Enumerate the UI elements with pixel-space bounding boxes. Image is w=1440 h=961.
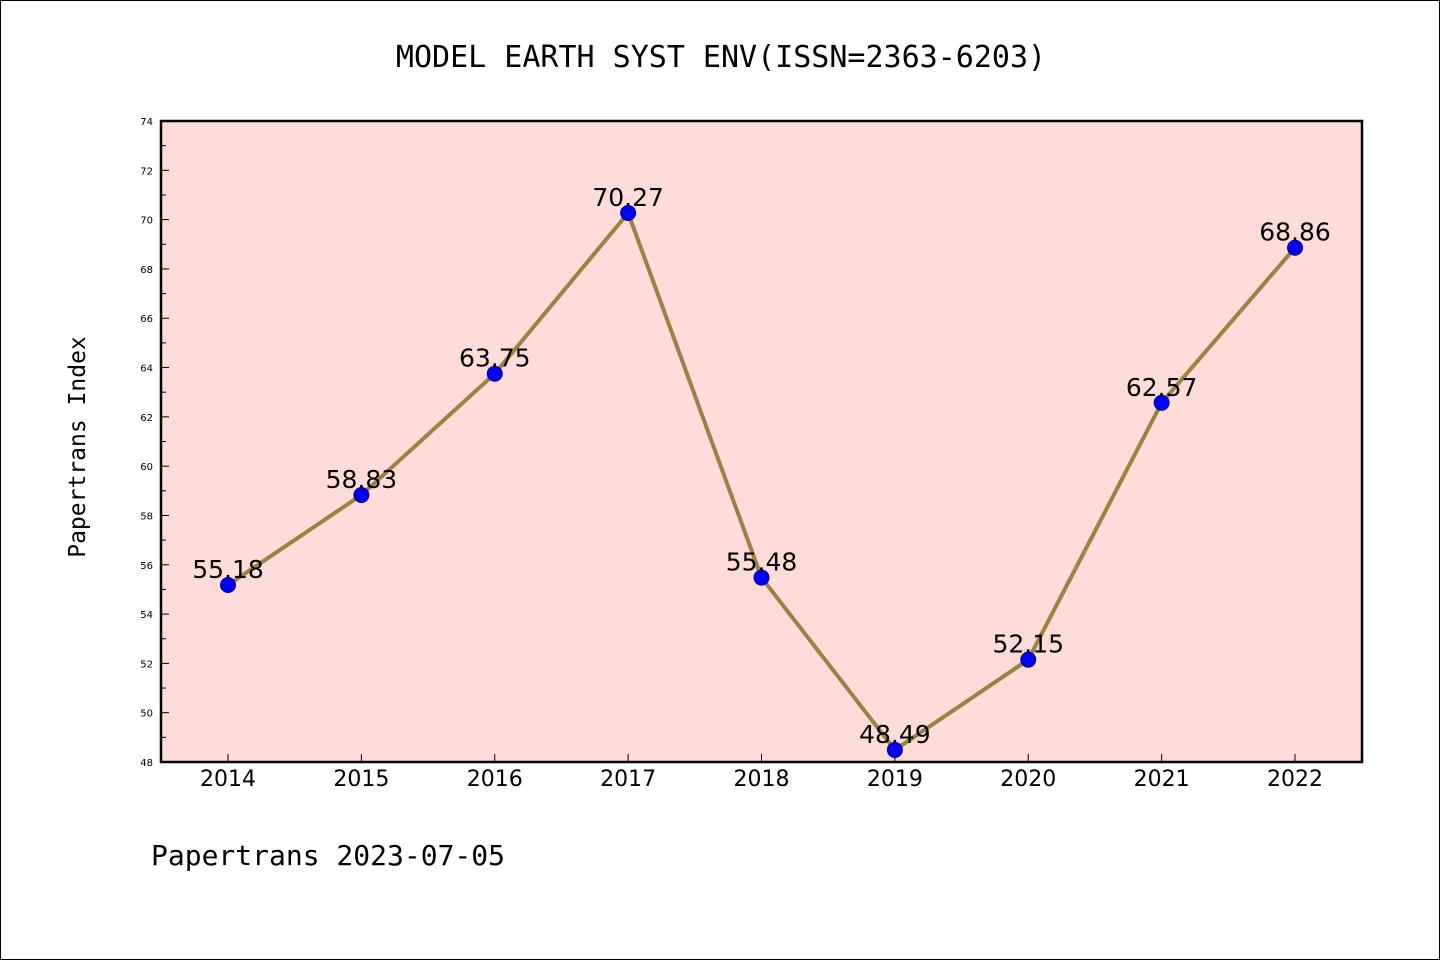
data-label: 63.75 <box>459 344 531 373</box>
x-tick-label: 2017 <box>600 767 656 792</box>
y-tick-label: 50 <box>140 709 153 720</box>
data-point <box>620 204 637 221</box>
y-tick-label: 74 <box>140 117 153 128</box>
chart-title: MODEL EARTH SYST ENV(ISSN=2363-6203) <box>396 40 1046 75</box>
y-tick-label: 68 <box>140 265 153 276</box>
data-point <box>220 576 236 593</box>
footer-text: Papertrans 2023-07-05 <box>151 839 505 872</box>
data-label: 55.48 <box>726 548 798 577</box>
y-tick-label: 52 <box>140 659 153 670</box>
x-tick-label: 2016 <box>467 767 523 792</box>
data-label: 52.15 <box>992 630 1064 659</box>
y-tick-label: 64 <box>140 364 153 375</box>
series-line-group <box>220 204 1303 758</box>
y-tick-label: 58 <box>140 511 153 522</box>
y-tick-label: 66 <box>140 314 153 325</box>
data-point <box>753 569 770 586</box>
data-label: 48.49 <box>859 720 931 749</box>
x-tick-label: 2020 <box>1000 767 1056 792</box>
data-labels-group: 55.18 58.83 63.75 70.27 55.48 48.49 52.15 62.57… <box>192 183 1331 749</box>
y-tick-label: 54 <box>140 610 153 621</box>
y-tick-label: 62 <box>140 413 153 424</box>
x-tick-label: 2015 <box>333 767 389 792</box>
data-point <box>1153 394 1170 411</box>
data-point <box>1287 239 1303 256</box>
y-tick-label: 72 <box>140 166 153 177</box>
y-axis: 48 50 52 54 56 58 60 62 64 66 68 70 72 74 <box>140 117 169 769</box>
data-point <box>353 486 370 503</box>
y-tick-label: 56 <box>140 561 153 572</box>
data-point <box>886 741 903 758</box>
plot-area <box>159 119 1364 764</box>
data-label: 68.86 <box>1259 218 1331 247</box>
data-point <box>486 365 503 382</box>
data-point <box>1020 651 1037 668</box>
x-tick-label: 2022 <box>1267 767 1323 792</box>
x-tick-label: 2018 <box>734 767 790 792</box>
y-axis-label: Papertrans Index <box>65 336 91 558</box>
data-label: 58.83 <box>326 465 398 494</box>
data-label: 55.18 <box>192 555 264 584</box>
data-label: 70.27 <box>592 183 664 212</box>
data-label: 62.57 <box>1126 373 1198 402</box>
y-tick-label: 70 <box>140 216 153 227</box>
x-tick-label: 2014 <box>200 767 256 792</box>
y-tick-label: 48 <box>140 758 153 769</box>
y-tick-label: 60 <box>140 462 153 473</box>
x-tick-label: 2021 <box>1134 767 1190 792</box>
x-axis: 2014 2015 2016 2017 2018 2019 2020 2021 2022 <box>200 754 1323 792</box>
x-tick-label: 2019 <box>867 767 923 792</box>
